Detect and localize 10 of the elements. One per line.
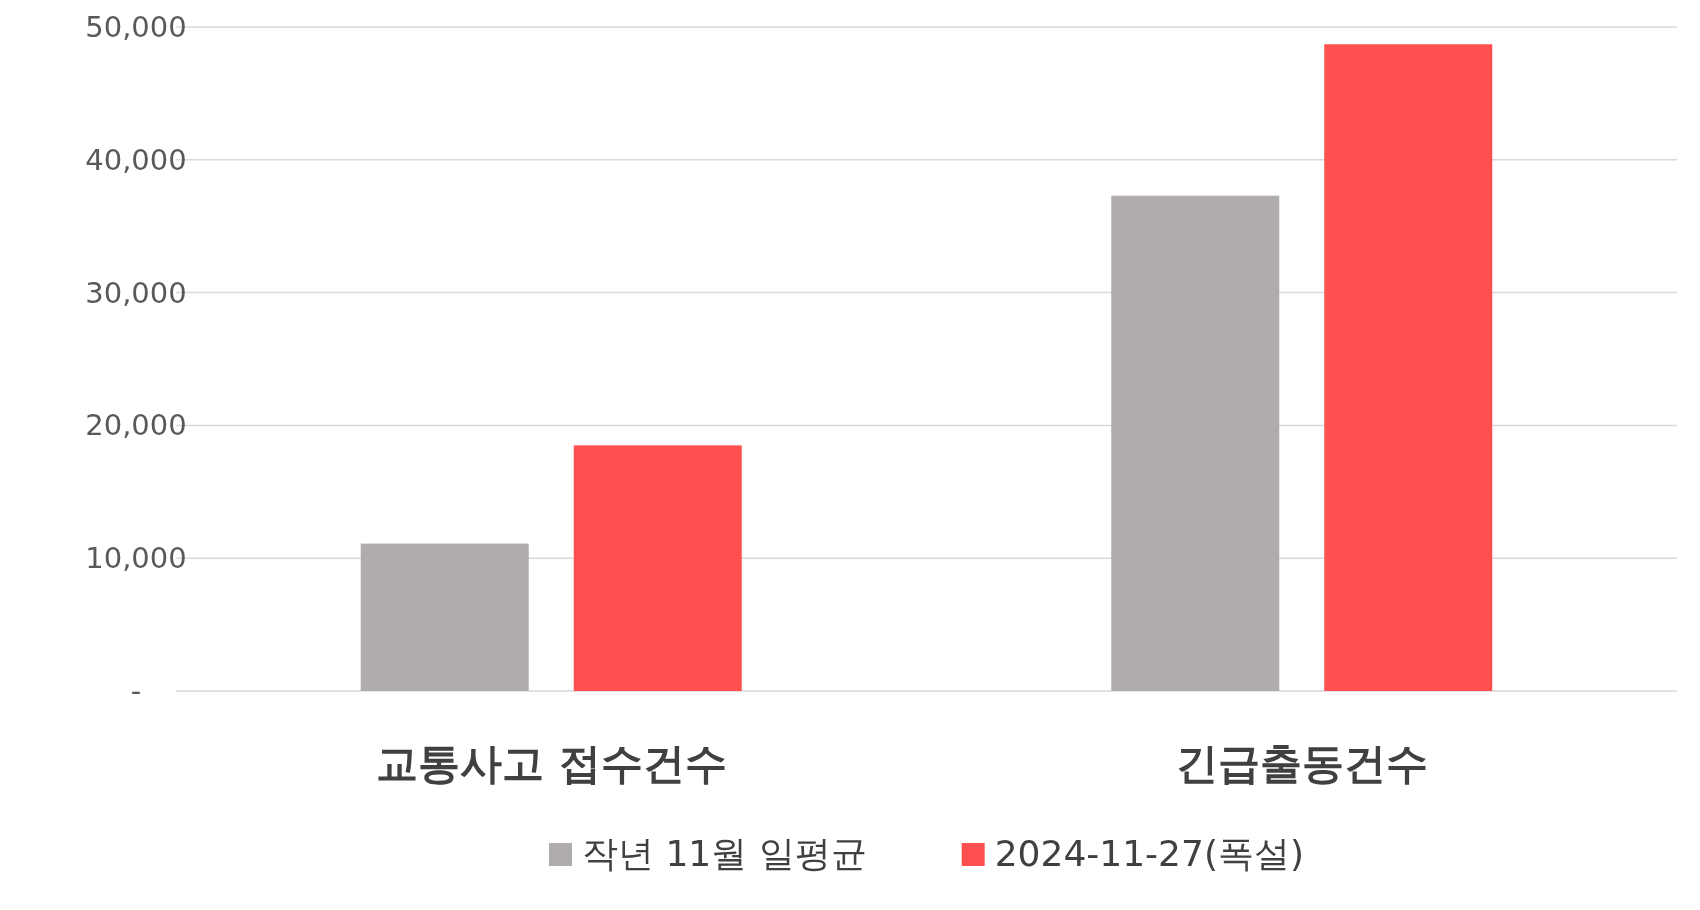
y-tick-label: 50,000 (85, 10, 187, 44)
y-tick-label: 20,000 (85, 408, 187, 443)
y-tick-label: 40,000 (85, 142, 187, 177)
y-tick-label: - (130, 674, 142, 708)
legend-label: 작년 11월 일평균 (581, 833, 867, 874)
y-tick-label: 10,000 (85, 541, 187, 576)
y-tick-label: 30,000 (85, 275, 187, 310)
legend-label: 2024-11-27(폭설) (994, 833, 1305, 874)
x-tick-label: 교통사고 접수건수 (375, 739, 727, 788)
x-tick-label: 긴급출동건수 (1175, 739, 1428, 788)
